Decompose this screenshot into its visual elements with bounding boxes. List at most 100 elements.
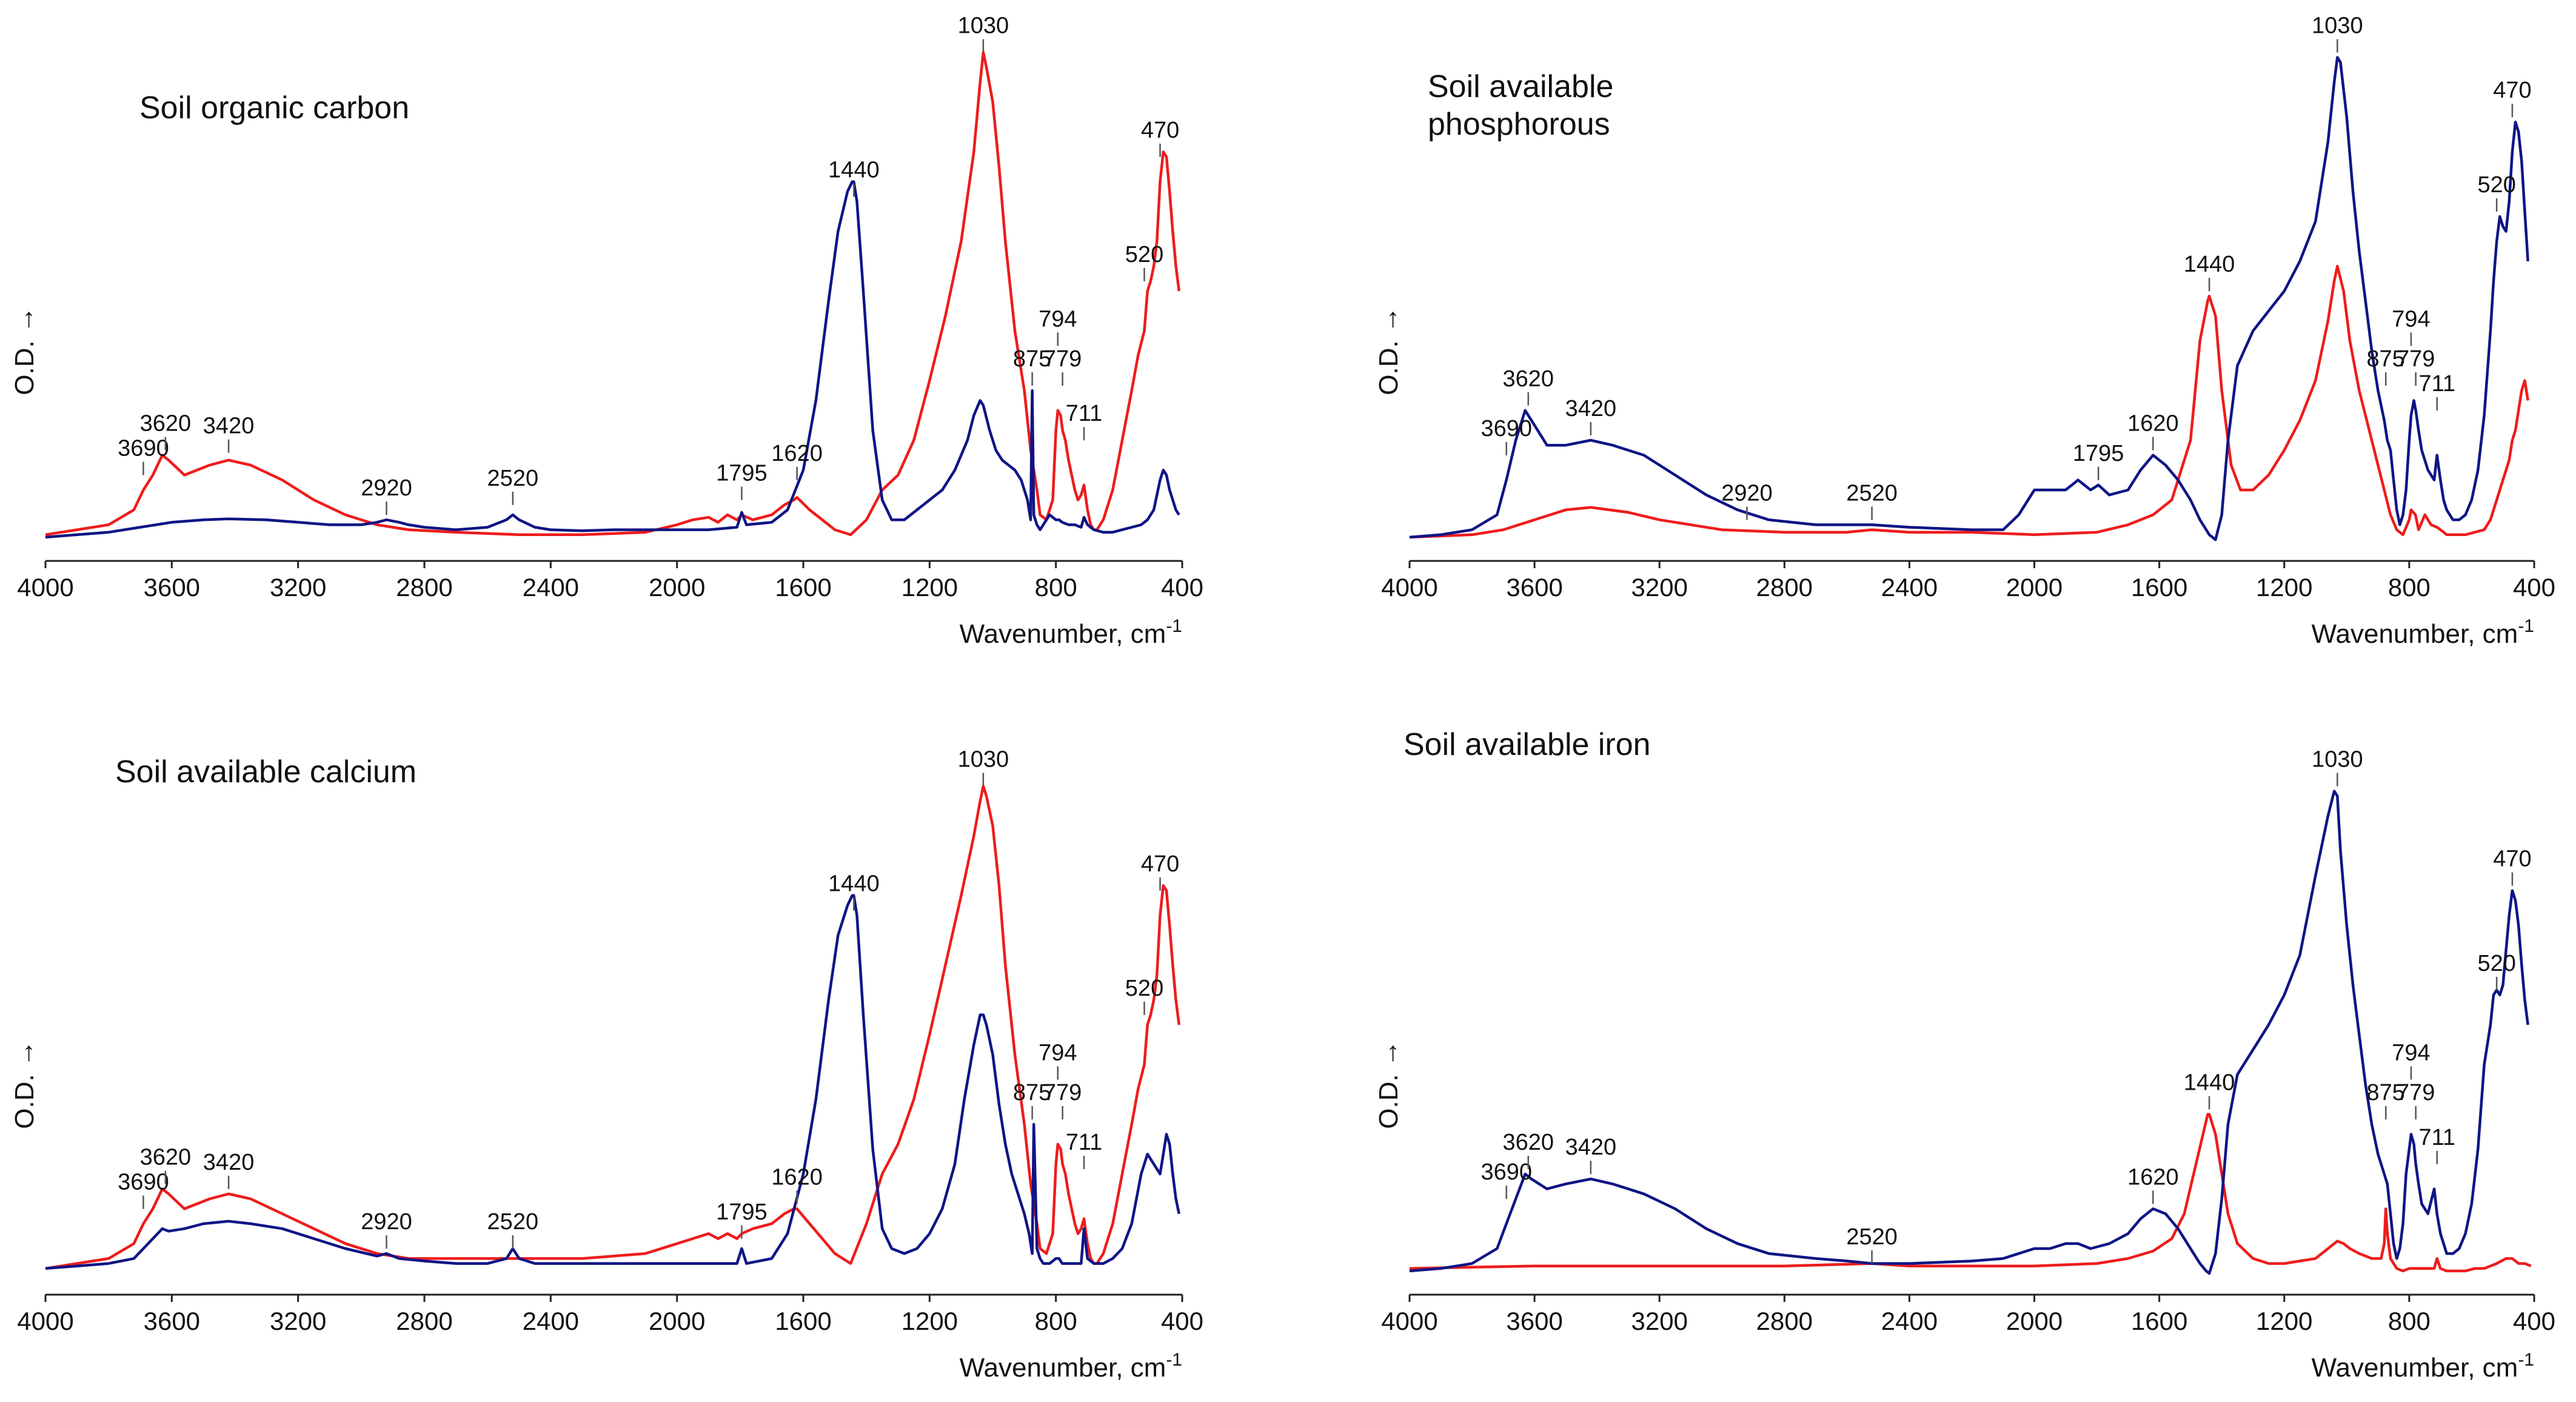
x-tick-label: 3200 — [270, 1307, 326, 1335]
x-axis-label: Wavenumber, cm-1 — [2312, 1350, 2534, 1383]
x-tick-label: 2400 — [523, 1307, 579, 1335]
peak-label: 711 — [1066, 401, 1103, 426]
x-tick-label: 800 — [1035, 573, 1077, 602]
peak-label: 794 — [2392, 306, 2430, 332]
peak-label: 794 — [2392, 1040, 2430, 1065]
x-tick-label: 800 — [1035, 1307, 1077, 1335]
peak-label: 1030 — [958, 13, 1009, 39]
x-tick-label: 800 — [2388, 573, 2430, 602]
series-line-blue — [45, 180, 1180, 539]
x-tick-label: 2000 — [649, 1307, 705, 1335]
peak-label: 520 — [1125, 242, 1163, 267]
series-line-red — [1409, 1113, 2532, 1273]
x-tick-label: 2000 — [2006, 573, 2062, 602]
x-tick-label: 2800 — [396, 1307, 452, 1335]
series-line-red — [45, 785, 1181, 1270]
x-axis-label-superscript: -1 — [1166, 616, 1182, 636]
panel-4: Soil available iron 3690 3620 3420 2520 1620 1… — [1374, 727, 2555, 1383]
peak-label: 875 — [2367, 1080, 2405, 1105]
peak-label: 794 — [1039, 1040, 1077, 1065]
peak-label: 1030 — [958, 747, 1009, 773]
peak-label: 470 — [2493, 78, 2531, 103]
x-tick-label: 4000 — [17, 573, 73, 602]
x-tick-label: 1200 — [902, 573, 958, 602]
x-tick-label: 2800 — [1756, 573, 1813, 602]
x-tick-label: 3600 — [144, 1307, 200, 1335]
peak-label: 520 — [2477, 951, 2515, 976]
peak-label: 3620 — [1503, 1130, 1554, 1155]
x-tick-label: 2000 — [649, 573, 705, 602]
peak-label: 1795 — [2073, 441, 2124, 466]
x-tick-label: 4000 — [1381, 1307, 1437, 1335]
peak-label: 779 — [2397, 1080, 2435, 1105]
x-tick-label: 1200 — [2256, 573, 2312, 602]
x-tick-label: 400 — [1161, 573, 1203, 602]
peak-label: 3420 — [1565, 396, 1617, 421]
peak-label: 1620 — [2127, 411, 2179, 437]
x-axis-label-superscript: -1 — [2518, 1350, 2534, 1370]
x-tick-label: 800 — [2388, 1307, 2430, 1335]
x-axis-label: Wavenumber, cm-1 — [960, 1350, 1182, 1383]
peak-label: 875 — [2367, 346, 2405, 372]
peak-label: 3420 — [203, 414, 255, 439]
peak-label: 3690 — [1480, 1159, 1532, 1185]
peak-label: 1030 — [2312, 13, 2363, 39]
peak-label: 3620 — [140, 1145, 192, 1170]
peak-label: 1795 — [716, 461, 768, 486]
peak-label: 3420 — [203, 1150, 255, 1175]
peak-label: 2520 — [487, 466, 539, 491]
x-tick-label: 1600 — [775, 1307, 831, 1335]
x-axis-label-superscript: -1 — [1166, 1350, 1182, 1370]
peak-label: 1620 — [771, 1164, 823, 1190]
peak-label: 875 — [1013, 1080, 1051, 1105]
x-tick-label: 3200 — [270, 573, 326, 602]
peak-label: 2920 — [361, 475, 412, 501]
chart-title-line-1: Soil available — [1428, 69, 1613, 104]
peak-label: 1440 — [2184, 1070, 2235, 1096]
peak-label: 2520 — [1846, 1224, 1898, 1250]
y-axis-label: O.D. → — [10, 306, 39, 395]
peak-label: 711 — [2418, 1125, 2455, 1150]
peak-label: 3620 — [1503, 366, 1554, 392]
peak-label: 2520 — [487, 1209, 539, 1235]
x-tick-label: 1600 — [2131, 1307, 2187, 1335]
series-line-blue — [1409, 56, 2529, 542]
x-tick-label: 400 — [2513, 573, 2555, 602]
series-line-red — [1409, 264, 2529, 539]
x-axis-label: Wavenumber, cm-1 — [2312, 616, 2534, 649]
peak-label: 1620 — [2127, 1164, 2179, 1190]
peak-label: 2920 — [1721, 480, 1773, 506]
peak-label: 2520 — [1846, 480, 1898, 506]
peak-label: 875 — [1013, 346, 1051, 372]
x-tick-label: 1600 — [775, 573, 831, 602]
x-tick-label: 3600 — [1506, 573, 1562, 602]
x-tick-label: 1600 — [2131, 573, 2187, 602]
peak-label: 1620 — [771, 441, 823, 466]
y-axis-label: O.D. → — [10, 1040, 39, 1129]
x-tick-label: 2800 — [396, 573, 452, 602]
x-tick-label: 2800 — [1756, 1307, 1813, 1335]
y-axis-label: O.D. → — [1374, 306, 1403, 395]
peak-label: 520 — [1125, 976, 1163, 1001]
x-tick-label: 4000 — [17, 1307, 73, 1335]
x-tick-label: 3200 — [1631, 573, 1688, 602]
x-tick-label: 2000 — [2006, 1307, 2062, 1335]
peak-label: 3620 — [140, 411, 192, 437]
x-tick-label: 400 — [2513, 1307, 2555, 1335]
peak-label: 470 — [1141, 118, 1179, 143]
x-tick-label: 1200 — [2256, 1307, 2312, 1335]
x-tick-label: 2400 — [1881, 1307, 1938, 1335]
x-axis-label-superscript: -1 — [2518, 616, 2534, 636]
peak-label: 3690 — [118, 436, 169, 461]
chart-title: Soil available iron — [1403, 727, 1651, 762]
peak-label: 3420 — [1565, 1135, 1617, 1160]
peak-label: 794 — [1039, 306, 1077, 332]
peak-label: 1030 — [2312, 747, 2363, 773]
peak-label: 2920 — [361, 1209, 412, 1235]
series-line-blue — [1409, 790, 2529, 1275]
peak-label: 3690 — [118, 1170, 169, 1195]
x-axis-label: Wavenumber, cm-1 — [960, 616, 1182, 649]
y-axis-label: O.D. → — [1374, 1040, 1403, 1129]
